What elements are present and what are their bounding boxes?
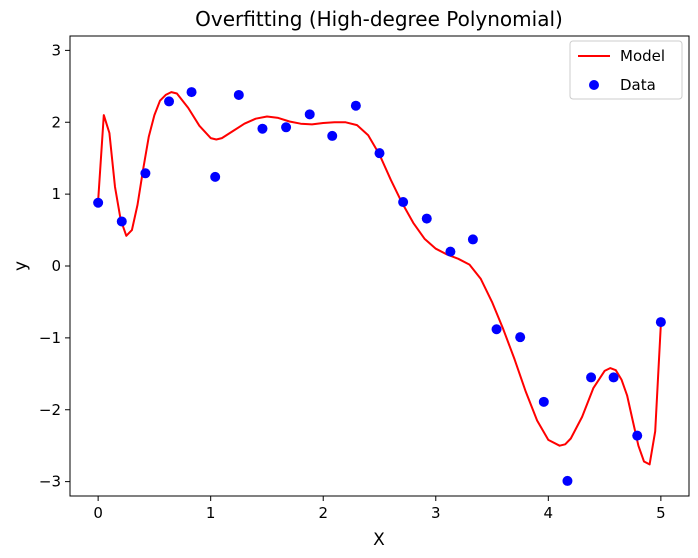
data-point: [210, 171, 221, 182]
legend-data-swatch: [589, 80, 599, 90]
data-point: [421, 213, 432, 224]
data-point: [116, 216, 127, 227]
data-point: [93, 197, 104, 208]
x-tick-label: 3: [431, 504, 441, 522]
x-axis: 0 1 2 3 4 5: [93, 496, 666, 522]
data-point: [257, 123, 268, 134]
plot-frame: [69, 35, 690, 497]
data-point: [186, 87, 197, 98]
data-point: [562, 475, 573, 486]
data-point: [608, 372, 619, 383]
data-point: [538, 396, 549, 407]
x-tick-label: 0: [93, 504, 103, 522]
y-tick-label: 3: [51, 41, 61, 59]
y-tick-label: −3: [39, 473, 61, 491]
data-point: [398, 197, 409, 208]
x-tick-label: 2: [318, 504, 328, 522]
data-point: [445, 246, 456, 257]
data-point: [140, 168, 151, 179]
model-curve: [97, 91, 662, 466]
y-tick-label: 1: [51, 185, 61, 203]
y-tick-label: 2: [51, 113, 61, 131]
data-point: [164, 96, 175, 107]
y-axis-label: y: [11, 261, 31, 271]
data-point: [304, 109, 315, 120]
data-point: [281, 122, 292, 133]
y-tick-label: 0: [51, 257, 61, 275]
x-tick-label: 1: [206, 504, 216, 522]
data-point: [327, 130, 338, 141]
x-tick-label: 5: [656, 504, 666, 522]
y-tick-label: −1: [39, 329, 61, 347]
y-tick-label: −2: [39, 401, 61, 419]
data-point: [655, 317, 666, 328]
legend: Model Data: [569, 40, 683, 100]
legend-model-label: Model: [620, 47, 665, 65]
legend-data-label: Data: [620, 76, 656, 94]
data-point: [233, 89, 244, 100]
chart-title: Overfitting (High-degree Polynomial): [195, 7, 563, 31]
data-point: [491, 324, 502, 335]
x-tick-label: 4: [544, 504, 554, 522]
data-point: [632, 430, 643, 441]
data-point: [515, 332, 526, 343]
plot-area: [93, 87, 666, 486]
data-point: [586, 372, 597, 383]
y-axis: −3 −2 −1 0 1 2 3: [39, 41, 70, 491]
data-point: [467, 234, 478, 245]
data-point: [350, 100, 361, 111]
data-point: [374, 148, 385, 159]
x-axis-label: X: [373, 530, 385, 550]
